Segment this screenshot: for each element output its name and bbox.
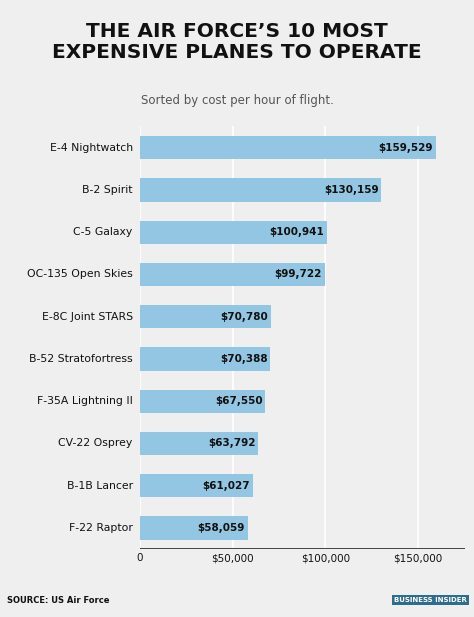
Text: CV-22 Osprey: CV-22 Osprey (58, 439, 133, 449)
Text: $58,059: $58,059 (197, 523, 245, 533)
Text: $100,941: $100,941 (270, 227, 324, 237)
Text: THE AIR FORCE’S 10 MOST
EXPENSIVE PLANES TO OPERATE: THE AIR FORCE’S 10 MOST EXPENSIVE PLANES… (52, 22, 422, 62)
Text: $70,780: $70,780 (220, 312, 268, 321)
Text: $61,027: $61,027 (203, 481, 250, 491)
Text: F-22 Raptor: F-22 Raptor (69, 523, 133, 533)
Text: B-52 Stratofortress: B-52 Stratofortress (29, 354, 133, 364)
Bar (140, 474, 253, 497)
Text: $159,529: $159,529 (379, 143, 433, 152)
Text: BUSINESS INSIDER: BUSINESS INSIDER (394, 597, 467, 603)
Text: $99,722: $99,722 (275, 270, 322, 280)
Text: E-4 Nightwatch: E-4 Nightwatch (50, 143, 133, 152)
Text: $63,792: $63,792 (208, 439, 255, 449)
Bar (140, 389, 265, 413)
Text: $130,159: $130,159 (324, 185, 379, 195)
Bar (140, 432, 258, 455)
Bar (140, 220, 327, 244)
Bar (140, 305, 271, 328)
Text: B-2 Spirit: B-2 Spirit (82, 185, 133, 195)
Text: $67,550: $67,550 (215, 396, 263, 406)
Text: C-5 Galaxy: C-5 Galaxy (73, 227, 133, 237)
Bar (140, 347, 271, 371)
Text: E-8C Joint STARS: E-8C Joint STARS (42, 312, 133, 321)
Bar (140, 136, 436, 159)
Text: SOURCE: US Air Force: SOURCE: US Air Force (7, 595, 109, 605)
Text: OC-135 Open Skies: OC-135 Open Skies (27, 270, 133, 280)
Text: F-35A Lightning II: F-35A Lightning II (37, 396, 133, 406)
Text: Sorted by cost per hour of flight.: Sorted by cost per hour of flight. (141, 94, 333, 107)
Bar (140, 263, 325, 286)
Text: B-1B Lancer: B-1B Lancer (66, 481, 133, 491)
Text: $70,388: $70,388 (220, 354, 268, 364)
Bar (140, 516, 247, 540)
Bar (140, 178, 381, 202)
